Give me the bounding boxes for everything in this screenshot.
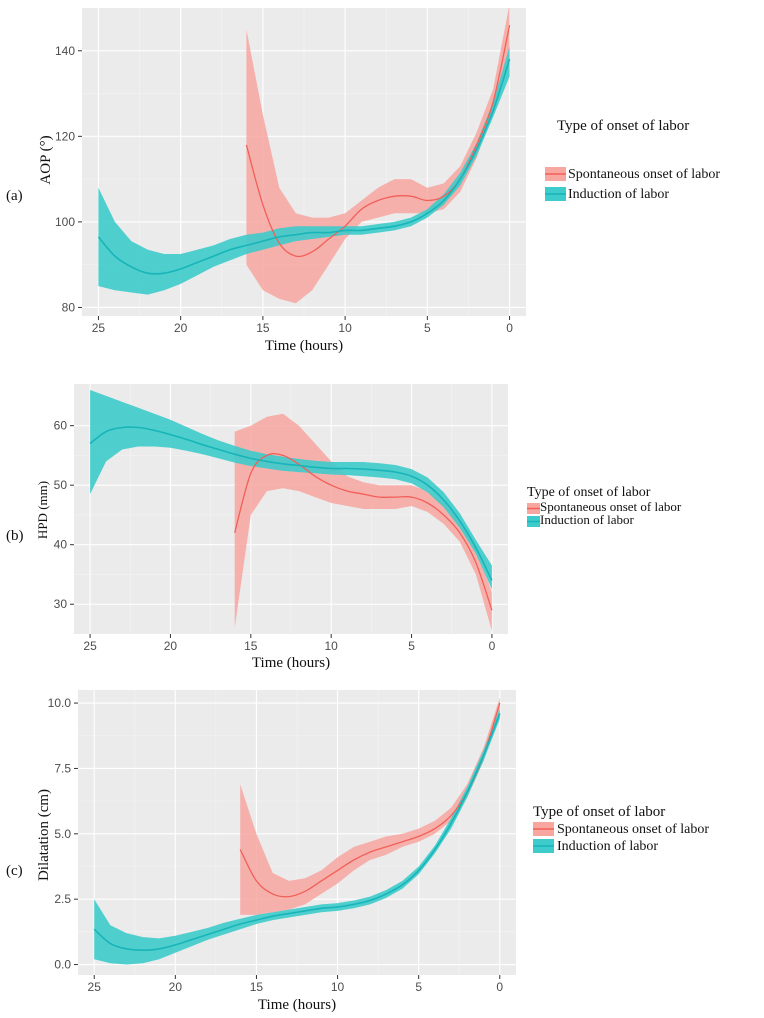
confidence-band-spontaneous bbox=[240, 697, 500, 915]
x-tick-label: 10 bbox=[325, 639, 339, 653]
series-line-induction bbox=[89, 426, 493, 581]
y-axis-title: HPD (mm) bbox=[35, 481, 50, 539]
y-axis-title: AOP (°) bbox=[38, 135, 54, 184]
y-tick-label: 0.0 bbox=[54, 958, 71, 972]
y-tick-label: 120 bbox=[55, 129, 75, 143]
y-tick-label: 50 bbox=[54, 478, 68, 492]
legend-label-spontaneous: Spontaneous onset of labor bbox=[557, 822, 709, 837]
legend: Type of onset of labor Spontaneous onset … bbox=[533, 804, 709, 854]
confidence-band-induction bbox=[94, 708, 500, 965]
x-tick-label: 20 bbox=[169, 980, 183, 994]
x-tick-label: 0 bbox=[506, 321, 513, 335]
panel-label: (a) bbox=[6, 188, 23, 204]
series-line-induction bbox=[97, 59, 511, 275]
x-tick-label: 15 bbox=[244, 639, 258, 653]
legend: Type of onset of labor Spontaneous onset … bbox=[545, 118, 720, 202]
x-tick-label: 10 bbox=[338, 321, 352, 335]
confidence-band-induction bbox=[98, 46, 510, 295]
chart-panel-3: 25 20 15 10 5 0 0.0 2.5 5.0 7.5 10.0 Time (hours) Di… bbox=[6, 690, 709, 1013]
y-tick-label: 100 bbox=[55, 215, 75, 229]
y-tick-label: 5.0 bbox=[54, 827, 71, 841]
y-tick-label: 40 bbox=[54, 538, 68, 552]
y-axis-title: Dilatation (cm) bbox=[36, 789, 52, 881]
y-tick-label: 30 bbox=[54, 597, 68, 611]
series-line-induction bbox=[93, 713, 501, 952]
legend-label-spontaneous: Spontaneous onset of labor bbox=[568, 167, 720, 182]
y-tick-label: 7.5 bbox=[54, 761, 71, 775]
legend-title: Type of onset of labor bbox=[533, 804, 665, 820]
y-tick-label: 140 bbox=[55, 44, 75, 58]
x-tick-label: 0 bbox=[489, 639, 496, 653]
x-tick-label: 20 bbox=[174, 321, 188, 335]
series-line-spontaneous bbox=[234, 453, 493, 611]
plot-area bbox=[97, 8, 511, 304]
y-tick-label: 2.5 bbox=[54, 892, 71, 906]
chart-panel-1: 25 20 15 10 5 0 80 100 120 140 Time (hours) AOP (°)… bbox=[6, 8, 720, 354]
x-tick-label: 0 bbox=[496, 980, 503, 994]
legend-title: Type of onset of labor bbox=[557, 118, 689, 134]
x-axis-title: Time (hours) bbox=[258, 997, 336, 1013]
legend-label-induction: Induction of labor bbox=[568, 187, 669, 202]
x-tick-label: 5 bbox=[424, 321, 431, 335]
series-line-spontaneous bbox=[239, 702, 501, 898]
y-tick-label: 10.0 bbox=[48, 696, 72, 710]
x-axis-title: Time (hours) bbox=[265, 338, 343, 354]
x-tick-label: 15 bbox=[250, 980, 264, 994]
y-tick-label: 80 bbox=[62, 300, 76, 314]
panel-label: (c) bbox=[6, 863, 23, 879]
x-tick-label: 5 bbox=[408, 639, 415, 653]
legend-label-induction: Induction of labor bbox=[557, 839, 658, 854]
x-tick-label: 10 bbox=[331, 980, 345, 994]
legend-title: Type of onset of labor bbox=[527, 485, 651, 500]
x-tick-label: 5 bbox=[415, 980, 422, 994]
x-tick-label: 25 bbox=[88, 980, 102, 994]
x-tick-label: 25 bbox=[83, 639, 97, 653]
x-tick-label: 20 bbox=[164, 639, 178, 653]
plot-area bbox=[89, 390, 493, 631]
x-axis-title: Time (hours) bbox=[252, 655, 330, 671]
plot-area bbox=[93, 697, 501, 965]
y-tick-label: 60 bbox=[54, 419, 68, 433]
legend-label-induction: Induction of labor bbox=[540, 512, 635, 527]
x-tick-label: 15 bbox=[256, 321, 270, 335]
panel-label: (b) bbox=[6, 528, 24, 544]
legend-label-spontaneous: Spontaneous onset of labor bbox=[540, 499, 682, 514]
x-tick-label: 25 bbox=[92, 321, 106, 335]
